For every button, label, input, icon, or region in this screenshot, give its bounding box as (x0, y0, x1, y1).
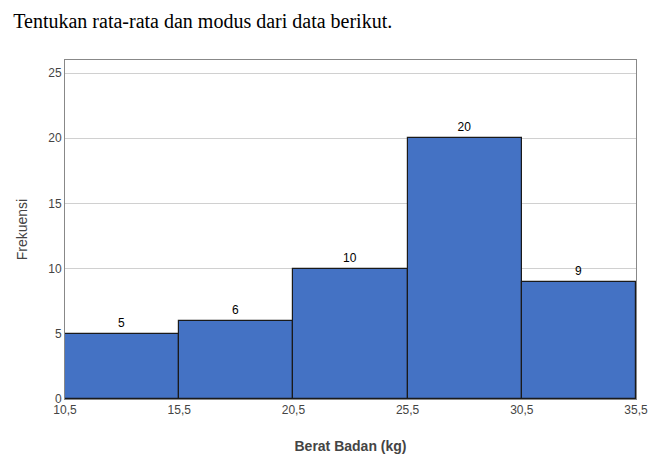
svg-text:5: 5 (118, 316, 125, 330)
svg-text:30,5: 30,5 (510, 403, 534, 417)
svg-text:10: 10 (343, 251, 357, 265)
svg-text:0: 0 (55, 392, 62, 406)
svg-text:9: 9 (575, 264, 582, 278)
svg-text:10,5: 10,5 (53, 403, 77, 417)
svg-text:6: 6 (232, 303, 239, 317)
svg-text:Berat Badan (kg): Berat Badan (kg) (294, 438, 406, 454)
svg-text:35,5: 35,5 (624, 403, 648, 417)
svg-text:20: 20 (48, 131, 62, 145)
svg-text:25: 25 (48, 66, 62, 80)
svg-text:Frekuensi: Frekuensi (14, 199, 30, 260)
svg-text:Tentukan rata-rata dan modus d: Tentukan rata-rata dan modus dari data b… (13, 10, 392, 32)
svg-text:20,5: 20,5 (282, 403, 306, 417)
svg-text:15: 15 (48, 197, 62, 211)
svg-text:5: 5 (55, 327, 62, 341)
svg-text:15,5: 15,5 (168, 403, 192, 417)
svg-text:20: 20 (458, 120, 472, 134)
svg-text:25,5: 25,5 (396, 403, 420, 417)
svg-text:10: 10 (48, 262, 62, 276)
